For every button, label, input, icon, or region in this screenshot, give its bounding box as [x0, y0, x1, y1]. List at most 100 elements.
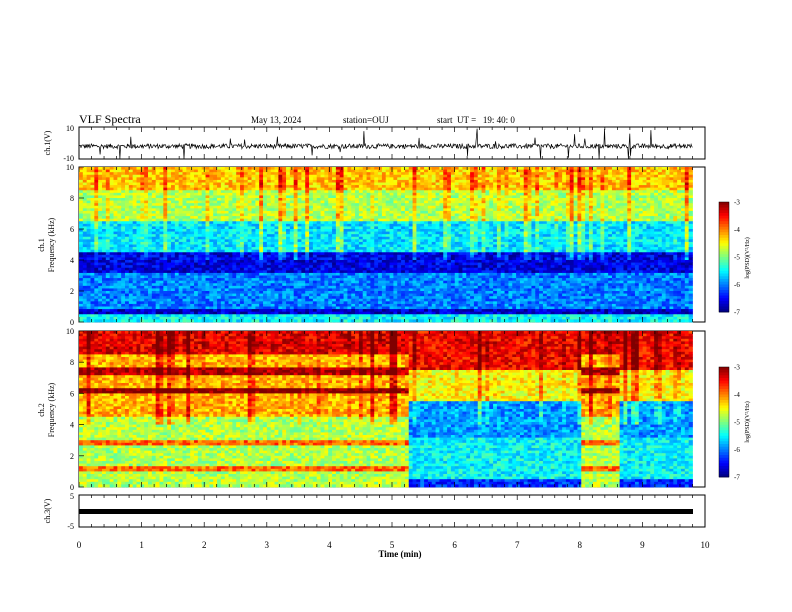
spec1-cell: [186, 278, 191, 282]
spec1-cell: [217, 229, 222, 232]
spec1-cell: [320, 280, 325, 284]
spec1-cell: [178, 234, 183, 238]
spec1-cell: [224, 190, 229, 194]
spec1-cell: [305, 278, 310, 282]
spec1-cell: [201, 272, 206, 276]
spec1-cell: [312, 252, 318, 256]
spec1-cell: [186, 195, 191, 199]
spec1-cell: [102, 200, 107, 204]
spec1-cell: [320, 218, 325, 222]
spec1-cell: [335, 192, 341, 196]
spec1-cell: [251, 252, 256, 256]
spec1-cell: [117, 205, 122, 209]
spec1-cell: [243, 280, 249, 284]
spec1-cell: [320, 239, 325, 243]
spec1-cell: [140, 216, 145, 220]
spec1-cell: [324, 223, 329, 227]
spec1-cell: [266, 187, 272, 191]
spec1-cell: [224, 192, 229, 196]
spec1-cell: [151, 239, 157, 243]
spec1-cell: [217, 265, 222, 269]
spec1-cell: [274, 249, 279, 253]
spec1-cell: [190, 303, 195, 307]
spec1-cell: [309, 231, 314, 235]
spec1-cell: [381, 229, 387, 232]
spec1-cell: [224, 311, 229, 315]
spec1-cell: [94, 216, 99, 220]
spec1-cell: [259, 223, 264, 227]
spec1-cell: [232, 270, 237, 274]
spec1-cell: [339, 198, 344, 201]
spec1-cell: [171, 275, 176, 279]
spec1-cell: [374, 272, 379, 276]
spec1-cell: [397, 182, 402, 186]
spec1-cell: [362, 319, 367, 323]
spec1-cell: [355, 226, 360, 230]
spec1-cell: [167, 252, 172, 256]
spec1-cell: [259, 306, 264, 310]
spec1-cell: [213, 291, 218, 294]
spec1-cell: [113, 203, 118, 207]
spec1-cell: [94, 187, 99, 191]
spec1-cell: [159, 223, 164, 227]
spec1-cell: [358, 267, 364, 271]
spec1-cell: [289, 182, 295, 186]
spec1-cell: [205, 192, 210, 196]
spec1-cell: [385, 203, 390, 207]
spec1-cell: [316, 223, 321, 227]
spec1-cell: [182, 316, 187, 320]
spec1-cell: [332, 275, 337, 279]
spec1-cell: [263, 185, 268, 189]
spec1-cell: [205, 270, 210, 274]
spec1-cell: [251, 177, 256, 181]
spec1-cell: [328, 169, 333, 173]
spec1-cell: [159, 316, 164, 320]
spec1-cell: [105, 210, 111, 214]
spec1-cell: [339, 272, 344, 276]
spec1-cell: [159, 298, 164, 302]
spec1-cell: [351, 298, 356, 302]
spec1-cell: [286, 278, 291, 282]
spec1-cell: [148, 234, 153, 238]
spec1-cell: [148, 179, 153, 183]
spec1-cell: [328, 226, 333, 230]
spec1-cell: [128, 265, 134, 269]
spec1-cell: [339, 247, 344, 251]
spec1-cell: [197, 309, 203, 313]
spec1-cell: [366, 285, 371, 289]
spec1-cell: [355, 280, 360, 284]
spec1-cell: [79, 249, 84, 253]
spec1-cell: [274, 169, 279, 173]
spec1-cell: [197, 205, 203, 209]
spec1-cell: [86, 234, 91, 238]
spec1-cell: [270, 247, 275, 251]
spec1-cell: [209, 319, 214, 323]
spec1-cell: [102, 265, 107, 269]
spec1-cell: [247, 229, 252, 232]
spec1-cell: [381, 247, 387, 251]
spec1-cell: [151, 283, 157, 287]
spec1-cell: [316, 309, 321, 313]
spec1-cell: [293, 244, 298, 248]
spec1-cell: [378, 239, 383, 243]
spec1-cell: [194, 316, 199, 320]
spec1-cell: [332, 249, 337, 253]
spec1-cell: [266, 280, 272, 284]
spec1-cell: [121, 265, 126, 269]
spec1-cell: [224, 301, 229, 305]
spec1-cell: [259, 172, 264, 176]
spec1-cell: [155, 244, 160, 248]
spec1-cell: [335, 257, 341, 261]
spec1-cell: [286, 195, 291, 199]
spec1-cell: [370, 223, 375, 227]
spec1-cell: [316, 216, 321, 220]
spec1-cell: [144, 298, 149, 302]
spec1-cell: [320, 223, 325, 227]
spec1-cell: [293, 306, 298, 310]
spec1-cell: [347, 265, 352, 269]
spec1-cell: [105, 298, 111, 302]
spec1-cell: [171, 179, 176, 183]
spec1-cell: [232, 213, 237, 217]
spec1-cell: [370, 272, 375, 276]
spec1-cell: [393, 174, 398, 178]
